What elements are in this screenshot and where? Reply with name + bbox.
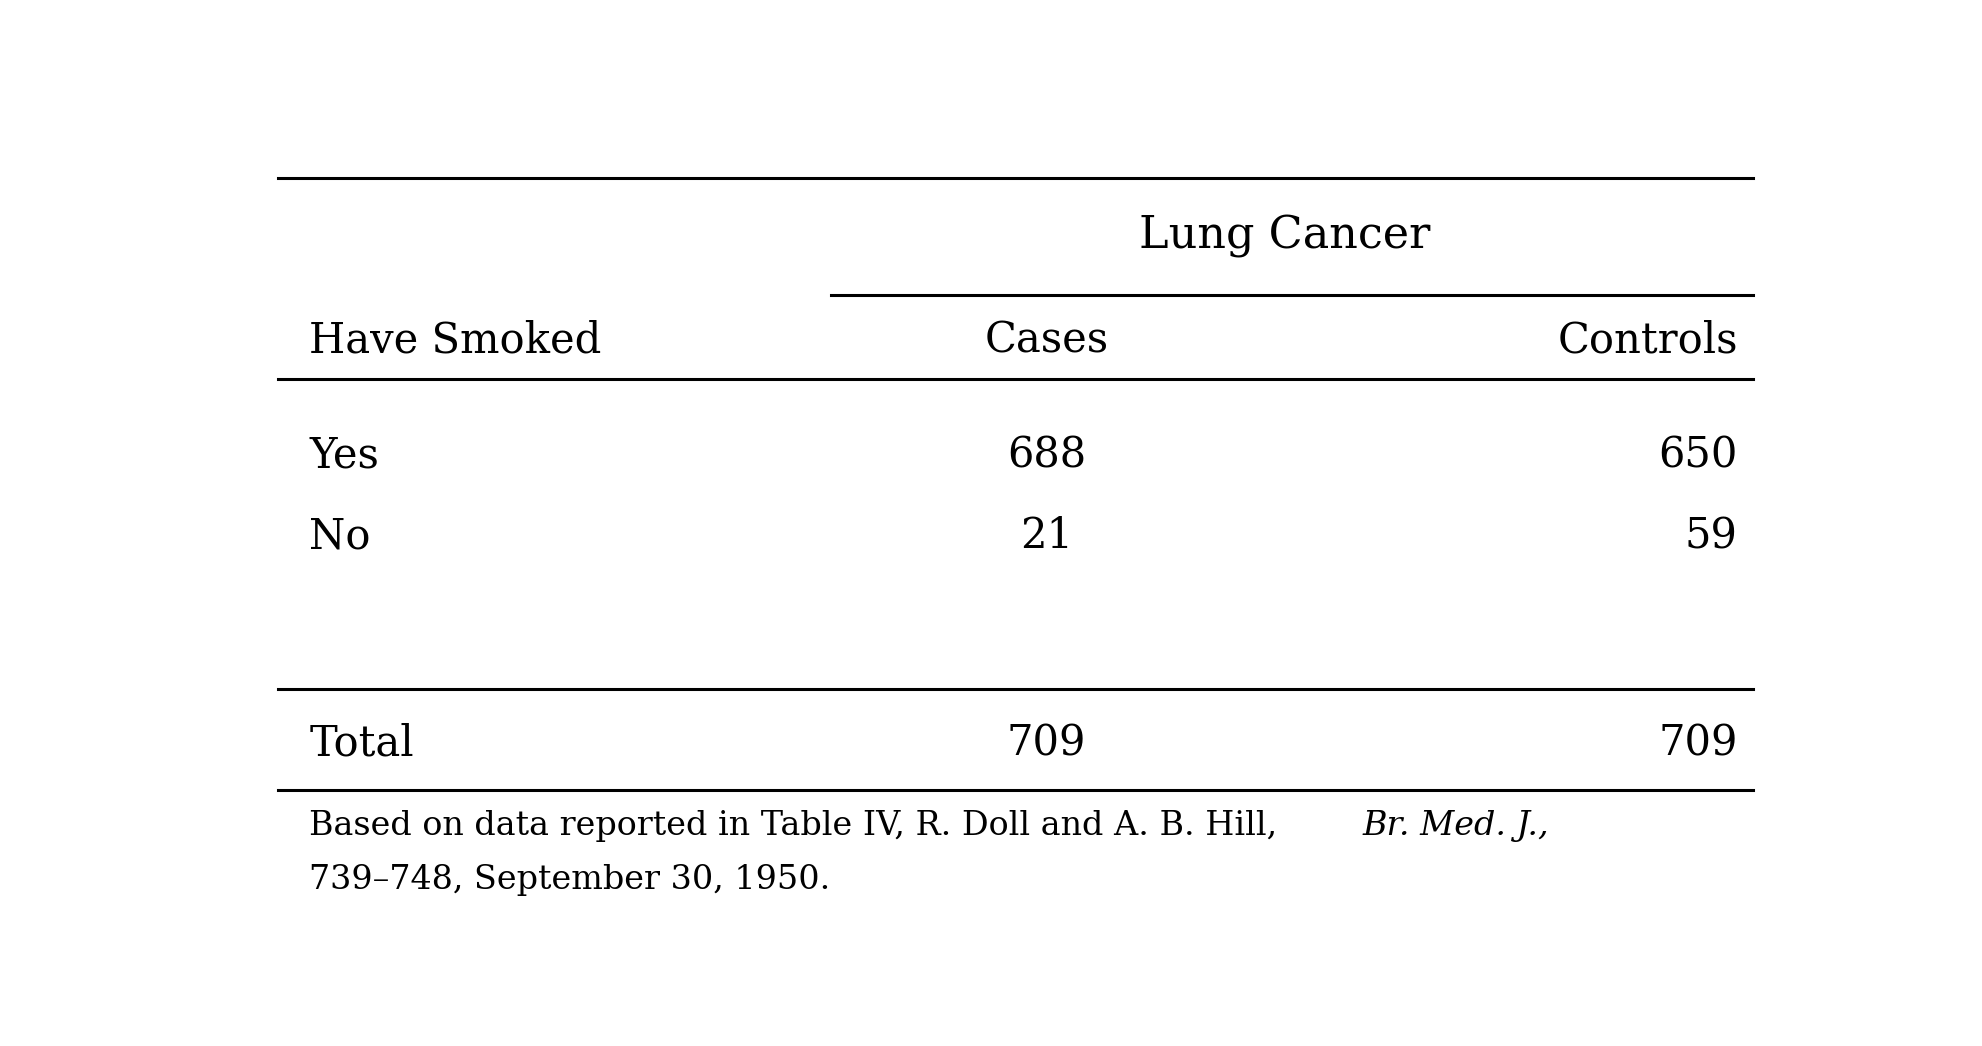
Text: Total: Total: [309, 723, 414, 765]
Text: Based on data reported in Table IV, R. Doll and A. B. Hill,: Based on data reported in Table IV, R. D…: [309, 811, 1288, 842]
Text: 709: 709: [1007, 723, 1086, 765]
Text: Br. Med. J.,: Br. Med. J.,: [1364, 811, 1550, 842]
Text: 739–748, September 30, 1950.: 739–748, September 30, 1950.: [309, 864, 830, 896]
Text: 21: 21: [1021, 516, 1072, 558]
Text: 59: 59: [1685, 516, 1738, 558]
Text: Cases: Cases: [985, 320, 1108, 362]
Text: Lung Cancer: Lung Cancer: [1140, 215, 1431, 258]
Text: 709: 709: [1659, 723, 1738, 765]
Text: Yes: Yes: [309, 435, 379, 477]
Text: 688: 688: [1007, 435, 1086, 477]
Text: No: No: [309, 516, 371, 558]
Text: 650: 650: [1659, 435, 1738, 477]
Text: Have Smoked: Have Smoked: [309, 320, 603, 362]
Text: Controls: Controls: [1558, 320, 1738, 362]
